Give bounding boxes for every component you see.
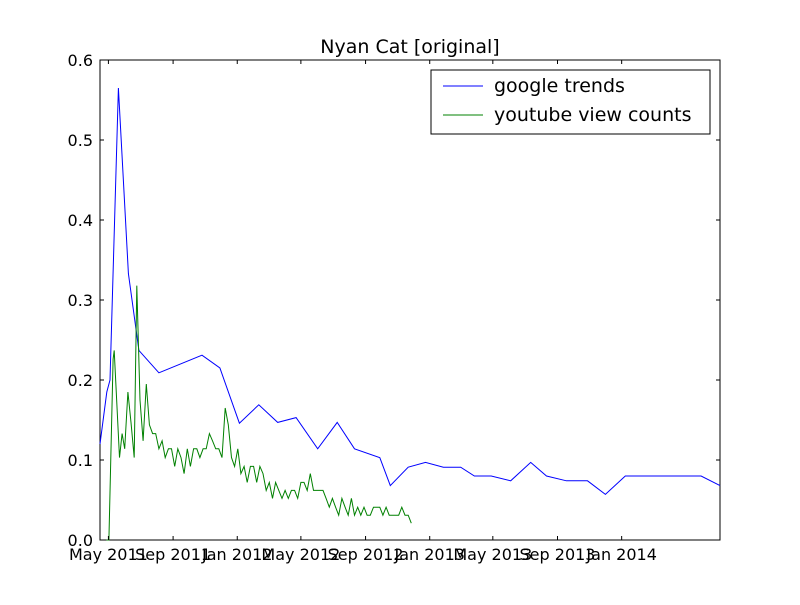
chart-title: Nyan Cat [original] — [320, 36, 499, 58]
legend: google trends youtube view counts — [430, 69, 711, 135]
axis-ticks — [100, 59, 720, 541]
y-tick-label: 0.0 — [68, 531, 93, 550]
series-line-youtube-view-counts — [106, 285, 412, 541]
x-tick-label: Jan 2013 — [393, 545, 464, 564]
y-tick-label: 0.2 — [68, 371, 93, 390]
x-tick-label: May 2011 — [69, 545, 148, 564]
y-tick-label: 0.1 — [68, 451, 93, 470]
x-tick-label: Sep 2011 — [135, 545, 211, 564]
y-tick-label: 0.6 — [68, 51, 93, 70]
series-line-google-trends — [99, 87, 721, 496]
x-tick-label: Sep 2013 — [520, 545, 596, 564]
legend-label-youtube-view-counts: youtube view counts — [494, 104, 692, 126]
x-tick-label: May 2012 — [261, 545, 340, 564]
y-axis: 0.0 0.1 0.2 0.3 0.4 0.5 0.6 — [68, 51, 93, 550]
x-tick-label: Jan 2012 — [201, 545, 272, 564]
plot-area — [99, 59, 721, 541]
y-tick-label: 0.5 — [68, 131, 93, 150]
y-tick-label: 0.4 — [68, 211, 93, 230]
x-tick-label: Jan 2014 — [585, 545, 656, 564]
legend-box — [430, 69, 711, 135]
x-tick-label: Sep 2012 — [328, 545, 404, 564]
x-tick-label: May 2013 — [453, 545, 532, 564]
y-tick-label: 0.3 — [68, 291, 93, 310]
legend-label-google-trends: google trends — [494, 75, 625, 97]
series-layer — [99, 87, 721, 541]
